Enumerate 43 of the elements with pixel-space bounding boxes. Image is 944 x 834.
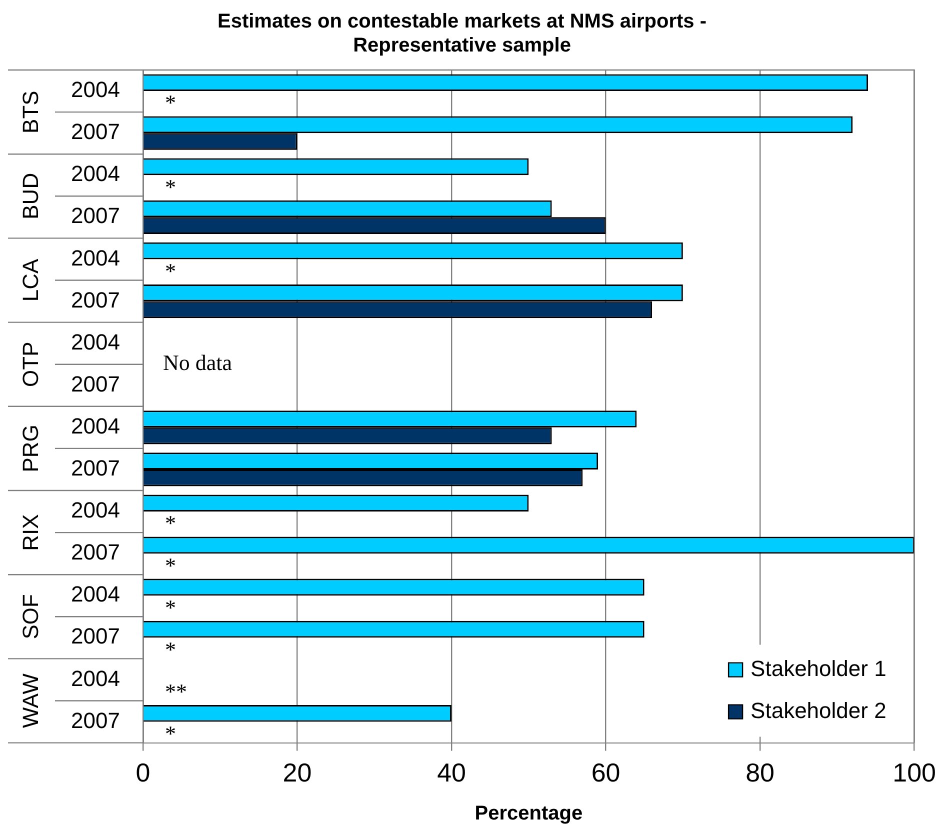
- text: LCA: [18, 258, 44, 302]
- text: *: [165, 720, 176, 746]
- y-tick-label: 2004: [71, 245, 120, 270]
- y-tick-label: 2004: [71, 498, 120, 523]
- x-tick-label: 80: [746, 758, 775, 788]
- text: RIX: [18, 514, 44, 551]
- legend-label: Stakeholder 2: [750, 698, 886, 723]
- annotation: No data: [163, 350, 232, 376]
- x-tick-label: 0: [136, 758, 150, 788]
- y-tick-label: 2007: [71, 456, 120, 481]
- y-tick-label: 2004: [71, 666, 120, 691]
- y-tick-label: 2007: [71, 287, 120, 312]
- text: PRG: [18, 424, 44, 472]
- y-tick-label: 2004: [71, 413, 120, 438]
- x-tick-label: 20: [282, 758, 312, 788]
- y-tick-label: 2004: [71, 77, 120, 102]
- text: SOF: [18, 594, 44, 640]
- y-tick-label: 2007: [71, 203, 120, 228]
- text: WAW: [18, 673, 44, 728]
- x-tick-label: 100: [892, 758, 936, 788]
- text: *: [165, 90, 176, 116]
- y-tick-label: 2007: [71, 624, 120, 649]
- text: BTS: [18, 90, 44, 134]
- text: BUD: [18, 172, 44, 220]
- text: OTP: [18, 342, 44, 387]
- x-tick-label: 40: [437, 758, 466, 788]
- y-tick-label: 2007: [71, 119, 120, 144]
- y-tick-label: 2007: [71, 371, 120, 396]
- text: *: [165, 594, 176, 620]
- y-tick-label: 2004: [71, 582, 120, 607]
- y-tick-label: 2007: [71, 540, 120, 565]
- x-tick-label: 60: [591, 758, 620, 788]
- text: **: [165, 510, 176, 578]
- y-tick-label: 2004: [71, 329, 120, 354]
- legend-label: Stakeholder 1: [750, 656, 886, 681]
- x-axis-title: Percentage: [474, 802, 583, 825]
- text: **: [165, 678, 187, 704]
- text: *: [165, 258, 176, 284]
- chart-title: Estimates on contestable markets at NMS airports - Representative sample: [217, 10, 707, 57]
- text: *: [165, 636, 176, 662]
- y-tick-label: 2004: [71, 161, 120, 186]
- text: *: [165, 174, 176, 200]
- y-tick-label: 2007: [71, 708, 120, 733]
